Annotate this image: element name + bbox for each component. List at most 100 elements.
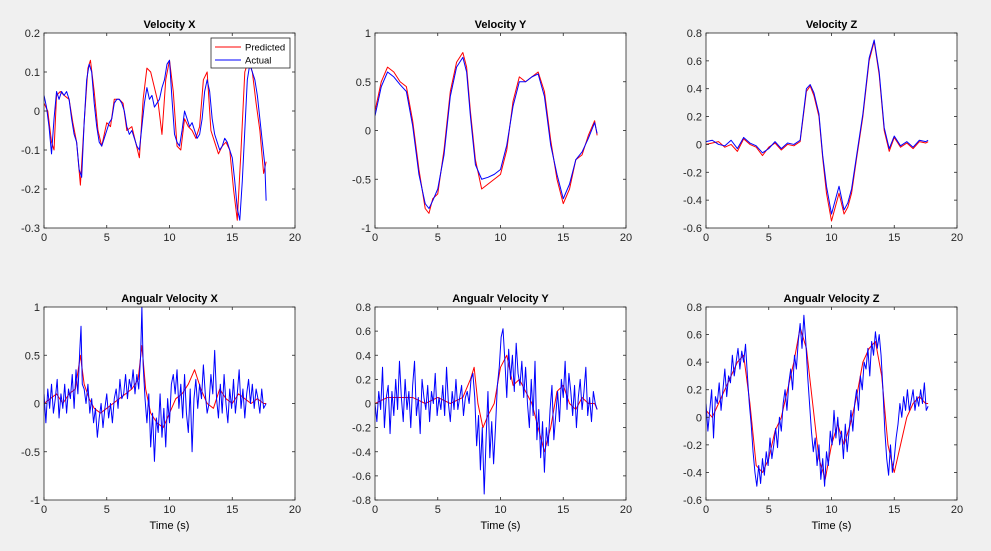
chart-title: Velocity Z: [806, 19, 858, 31]
x-tick-label: 10: [825, 232, 837, 244]
x-tick-label: 0: [372, 504, 378, 516]
y-tick-label: 0.5: [356, 77, 371, 89]
x-tick-label: 15: [888, 232, 900, 244]
plot-area: [706, 307, 957, 500]
x-tick-label: 0: [41, 504, 47, 516]
x-tick-label: 0: [703, 504, 709, 516]
x-tick-label: 15: [226, 504, 238, 516]
chart-title: Angualr Velocity Y: [452, 293, 549, 305]
subplot-5: 0 5 10 15 20 -0.8 -0.6 -0.4 -0.2 0 0.2 0.4 0.6 0.8 Ang…: [352, 293, 632, 532]
legend-label-predicted: Predicted: [245, 43, 285, 54]
x-axis-label: Time (s): [481, 520, 521, 532]
x-tick-label: 5: [104, 504, 110, 516]
y-tick-label: 0.4: [687, 357, 702, 369]
plot-area: [375, 33, 626, 228]
subplot-1: 0 5 10 15 20 -0.3 -0.2 -0.1 0 0.1 0.2 Velocity X Pre…: [21, 19, 301, 244]
subplot-2: 0 5 10 15 20 -1 -0.5 0 0.5 1 Velocity Y: [352, 19, 632, 244]
y-tick-label: -0.5: [21, 447, 40, 459]
legend-label-actual: Actual: [245, 56, 271, 67]
chart-title: Velocity X: [144, 19, 197, 31]
x-tick-label: 10: [494, 232, 506, 244]
y-tick-label: 0: [696, 139, 702, 151]
x-tick-label: 20: [951, 232, 963, 244]
chart-title: Angualr Velocity X: [121, 293, 218, 305]
x-tick-label: 20: [289, 504, 301, 516]
x-axis-label: Time (s): [150, 520, 190, 532]
y-tick-label: 0.2: [687, 112, 702, 124]
y-tick-label: 0: [34, 399, 40, 411]
y-tick-label: 1: [365, 28, 371, 40]
y-tick-label: -1: [30, 495, 40, 507]
subplot-6: 0 5 10 15 20 -0.6 -0.4 -0.2 0 0.2 0.4 0.6 0.8 Angualr…: [683, 293, 963, 532]
x-tick-label: 20: [951, 504, 963, 516]
x-tick-label: 20: [620, 232, 632, 244]
y-tick-label: -0.8: [352, 495, 371, 507]
y-tick-label: 0.2: [356, 374, 371, 386]
y-tick-label: 0.6: [356, 326, 371, 338]
x-tick-label: 0: [703, 232, 709, 244]
subplot-4: 0 5 10 15 20 -1 -0.5 0 0.5 1 Angualr Velocity X Tim…: [21, 293, 301, 532]
x-tick-label: 10: [163, 232, 175, 244]
x-tick-label: 15: [226, 232, 238, 244]
series-line-actual: [44, 59, 267, 221]
x-tick-label: 20: [289, 232, 301, 244]
y-tick-label: -0.4: [683, 195, 702, 207]
x-tick-label: 20: [620, 504, 632, 516]
y-tick-label: -0.3: [21, 223, 40, 235]
y-tick-label: -0.4: [352, 447, 371, 459]
x-axis-label: Time (s): [812, 520, 852, 532]
y-tick-label: -0.1: [21, 145, 40, 157]
chart-title: Angualr Velocity Z: [784, 293, 880, 305]
y-tick-label: 1: [34, 302, 40, 314]
series-line-predicted: [44, 59, 267, 221]
y-tick-label: -0.5: [352, 174, 371, 186]
y-tick-label: 0.8: [687, 302, 702, 314]
series-line-actual: [44, 307, 267, 462]
x-tick-label: 0: [372, 232, 378, 244]
y-tick-label: 0.8: [687, 28, 702, 40]
x-tick-label: 0: [41, 232, 47, 244]
x-tick-label: 10: [163, 504, 175, 516]
x-tick-label: 5: [766, 504, 772, 516]
series-line-actual: [375, 328, 598, 495]
x-tick-label: 15: [557, 504, 569, 516]
y-tick-label: 0: [34, 106, 40, 118]
series-line-actual: [706, 314, 929, 487]
y-tick-label: 0.6: [687, 56, 702, 68]
y-tick-label: 0: [365, 126, 371, 138]
x-tick-label: 10: [494, 504, 506, 516]
x-tick-label: 5: [435, 504, 441, 516]
legend-box: [210, 37, 291, 69]
x-tick-label: 5: [104, 232, 110, 244]
y-tick-label: -0.2: [352, 423, 371, 435]
y-tick-label: 0: [365, 399, 371, 411]
y-tick-label: 0.6: [687, 330, 702, 342]
y-tick-label: 0.1: [25, 67, 40, 79]
series-line-predicted: [706, 40, 929, 222]
series-line-predicted: [375, 354, 598, 453]
x-tick-label: 15: [888, 504, 900, 516]
plot-area: [375, 307, 626, 500]
y-tick-label: 0.2: [687, 385, 702, 397]
y-tick-label: 0.4: [356, 350, 371, 362]
y-tick-label: 0: [696, 412, 702, 424]
series-line-predicted: [375, 52, 598, 214]
y-tick-label: -0.6: [683, 223, 702, 235]
x-tick-label: 15: [557, 232, 569, 244]
y-tick-label: -0.2: [21, 184, 40, 196]
series-line-actual: [375, 56, 598, 209]
legend: Predicted Actual: [210, 37, 291, 69]
y-tick-label: -0.2: [683, 167, 702, 179]
x-tick-label: 10: [825, 504, 837, 516]
y-tick-label: -0.4: [683, 467, 702, 479]
x-tick-label: 5: [766, 232, 772, 244]
y-tick-label: -1: [361, 223, 371, 235]
plot-area: [706, 33, 957, 228]
y-tick-label: -0.6: [683, 495, 702, 507]
y-tick-label: -0.2: [683, 440, 702, 452]
y-tick-label: 0.2: [25, 28, 40, 40]
y-tick-label: -0.6: [352, 471, 371, 483]
y-tick-label: 0.4: [687, 84, 702, 96]
